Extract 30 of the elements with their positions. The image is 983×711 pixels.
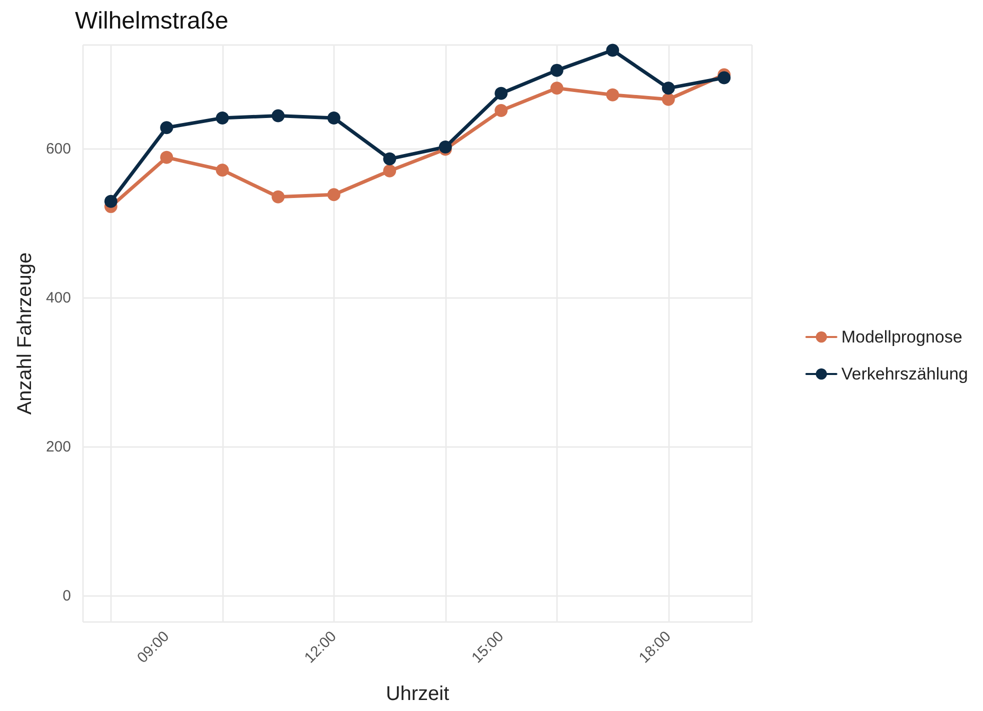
point [718,71,731,84]
point [550,64,564,77]
point [494,86,508,100]
y-tick-label: 0 [62,587,71,604]
chart-title: Wilhelmstraße [75,8,228,34]
point [216,111,229,124]
point [272,190,285,204]
point [550,82,564,95]
y-tick-label: 400 [46,290,71,307]
point [662,82,675,95]
point [272,109,285,122]
y-axis-title: Anzahl Fahrzeuge [14,252,36,415]
point [494,104,508,118]
point [438,140,452,154]
legend-label: Verkehrszählung [841,364,968,384]
x-axis-title: Uhrzeit [386,683,450,705]
point [662,92,675,106]
y-tick-label: 600 [46,140,71,158]
point [383,164,396,178]
point [104,194,118,208]
y-tick-label: 200 [46,438,71,456]
point [327,111,340,124]
legend-label: Modellprognose [841,328,962,346]
point [606,88,620,102]
point [606,44,620,57]
point [383,152,396,166]
point [216,164,229,177]
point [160,121,174,134]
point [327,188,340,202]
point [160,150,174,164]
